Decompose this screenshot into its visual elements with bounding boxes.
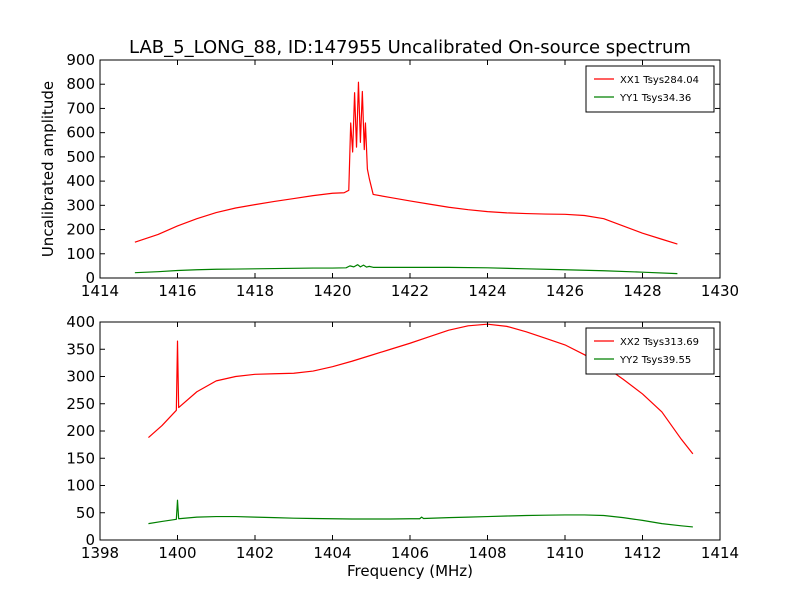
x-axis-label: Frequency (MHz) xyxy=(347,562,473,580)
x-tick-label: 1422 xyxy=(391,282,429,300)
y-tick-label: 700 xyxy=(66,99,95,117)
x-tick-label: 1426 xyxy=(546,282,584,300)
y-axis-label: Uncalibrated amplitude xyxy=(39,81,57,257)
y-tick-label: 200 xyxy=(66,422,95,440)
x-tick-label: 1398 xyxy=(81,544,119,562)
x-tick-label: 1414 xyxy=(81,282,119,300)
y-tick-label: 250 xyxy=(66,395,95,413)
chart-panels: 1414 1416 1418 1420 1422 1424 1426 1428 1430 0 100… xyxy=(39,51,739,580)
y-tick-label: 350 xyxy=(66,340,95,358)
x-tick-label: 1408 xyxy=(468,544,506,562)
y-tick-label: 500 xyxy=(66,148,95,166)
x-tick-label: 1424 xyxy=(468,282,506,300)
x-tick-label: 1400 xyxy=(158,544,196,562)
legend-box xyxy=(585,327,715,375)
legend: XX1 Tsys284.04 YY1 Tsys34.36 xyxy=(585,65,715,113)
y-tick-label: 300 xyxy=(66,196,95,214)
x-tick-label: 1418 xyxy=(236,282,274,300)
x-tick-label: 1420 xyxy=(313,282,351,300)
legend-label: XX1 Tsys284.04 xyxy=(620,75,699,86)
y-tick-label: 400 xyxy=(66,172,95,190)
legend: XX2 Tsys313.69 YY2 Tsys39.55 xyxy=(585,327,715,375)
chart-panel-1: 1414 1416 1418 1420 1422 1424 1426 1428 1430 0 100… xyxy=(39,51,739,300)
x-tick-label: 1430 xyxy=(701,282,739,300)
x-tick-label: 1412 xyxy=(623,544,661,562)
x-tick-label: 1402 xyxy=(236,544,274,562)
legend-box xyxy=(585,65,715,113)
y-tick-label: 50 xyxy=(76,504,95,522)
series-line-1-1 xyxy=(134,81,678,245)
figure-title: LAB_5_LONG_88, ID:147955 Uncalibrated On… xyxy=(129,37,691,58)
x-tick-label: 1414 xyxy=(701,544,739,562)
y-tick-label: 600 xyxy=(66,124,95,142)
y-tick-label: 900 xyxy=(66,51,95,69)
legend-label: YY2 Tsys39.55 xyxy=(619,355,691,366)
legend-label: XX2 Tsys313.69 xyxy=(620,337,699,348)
y-tick-label: 300 xyxy=(66,368,95,386)
y-tick-label: 400 xyxy=(66,313,95,331)
y-tick-label: 200 xyxy=(66,221,95,239)
x-tick-label: 1416 xyxy=(158,282,196,300)
chart-panel-2: 1398 1400 1402 1404 1406 1408 1410 1412 1414 0 50 1… xyxy=(66,313,739,580)
x-tick-label: 1410 xyxy=(546,544,584,562)
x-tick-label: 1406 xyxy=(391,544,429,562)
y-tick-label: 100 xyxy=(66,245,95,263)
y-tick-label: 800 xyxy=(66,75,95,93)
y-tick-label: 0 xyxy=(85,269,95,287)
x-tick-label: 1404 xyxy=(313,544,351,562)
legend-label: YY1 Tsys34.36 xyxy=(619,93,691,104)
y-tick-label: 150 xyxy=(66,449,95,467)
y-tick-label: 100 xyxy=(66,477,95,495)
x-tick-label: 1428 xyxy=(623,282,661,300)
series-line-2-2 xyxy=(148,499,693,528)
y-tick-label: 0 xyxy=(85,531,95,549)
series-line-1-2 xyxy=(134,264,678,275)
